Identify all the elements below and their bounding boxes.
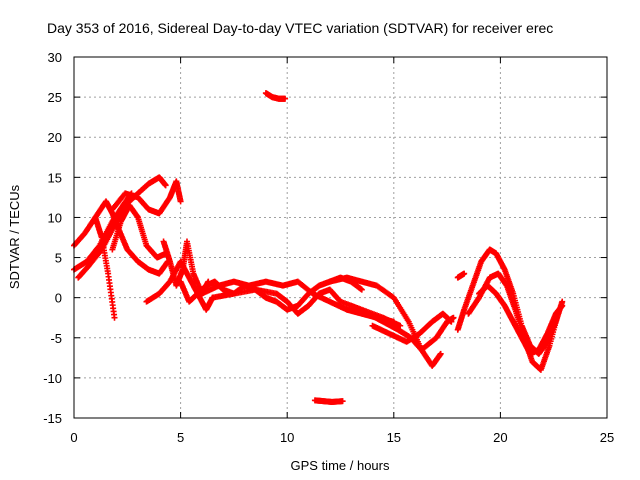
x-tick-label: 10 — [280, 430, 294, 445]
series-s10 — [198, 278, 397, 325]
data-point — [559, 302, 566, 309]
x-tick-label: 15 — [387, 430, 401, 445]
data-point — [177, 198, 184, 205]
data-point — [450, 314, 457, 321]
series-s19 — [262, 90, 289, 102]
data-point — [282, 95, 289, 102]
data-point — [448, 318, 455, 325]
series-s18 — [454, 270, 468, 281]
series-s17 — [476, 282, 566, 357]
x-tick-label: 0 — [70, 430, 77, 445]
y-tick-label: 10 — [48, 210, 62, 225]
x-tick-label: 5 — [177, 430, 184, 445]
series-s12 — [326, 274, 457, 353]
y-tick-label: 0 — [55, 291, 62, 306]
tick-layer: 0 5 10 15 20 25 -15 -10 -5 0 5 10 15 20 25 30 — [43, 50, 614, 445]
series-s8 — [143, 258, 216, 313]
y-tick-label: -10 — [43, 371, 62, 386]
y-tick-label: 15 — [48, 170, 62, 185]
series-s5 — [109, 178, 184, 217]
grid-layer — [74, 57, 607, 418]
plot-frame — [73, 56, 608, 419]
x-tick-label: 20 — [493, 430, 507, 445]
data-point — [358, 286, 365, 293]
data-point — [461, 270, 468, 277]
y-tick-label: 20 — [48, 130, 62, 145]
data-point — [339, 398, 346, 405]
data-point — [397, 322, 404, 329]
y-tick-label: 5 — [55, 251, 62, 266]
y-tick-label: -5 — [50, 331, 62, 346]
data-point — [437, 350, 444, 357]
y-axis-label: SDTVAR / TECUs — [7, 184, 22, 289]
x-axis-label: GPS time / hours — [291, 458, 390, 473]
series-s14 — [369, 310, 455, 345]
y-tick-label: -15 — [43, 411, 62, 426]
data-points — [71, 90, 566, 405]
y-tick-label: 25 — [48, 90, 62, 105]
x-tick-label: 25 — [600, 430, 614, 445]
series-s20 — [311, 397, 346, 405]
data-point — [162, 182, 169, 189]
chart-title: Day 353 of 2016, Sidereal Day-to-day VTE… — [47, 20, 554, 36]
data-point — [111, 314, 118, 321]
y-tick-label: 30 — [48, 50, 62, 65]
series-s6 — [109, 202, 169, 261]
series-s13 — [348, 302, 444, 369]
